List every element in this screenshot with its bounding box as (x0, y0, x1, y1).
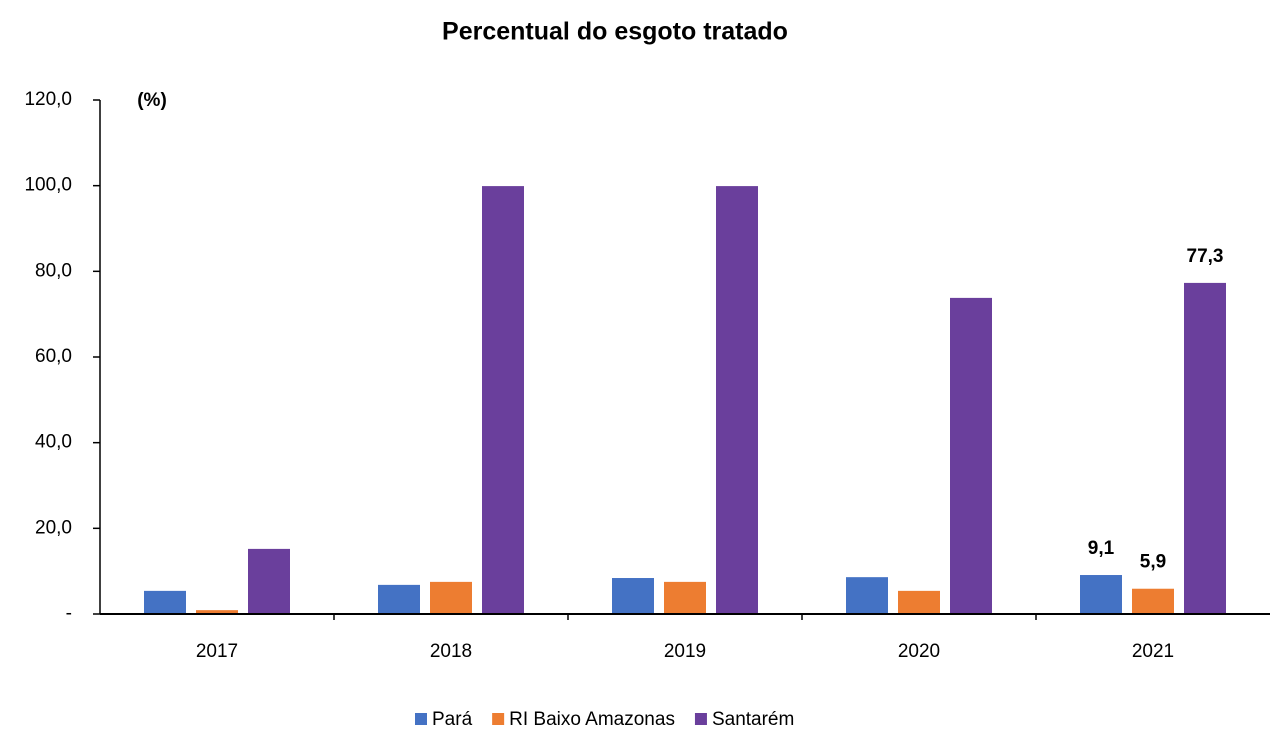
bar (950, 297, 992, 614)
bar (196, 610, 238, 614)
legend-label: RI Baixo Amazonas (509, 709, 675, 730)
data-label: 5,9 (1140, 552, 1166, 573)
chart-title: Percentual do esgoto tratado (442, 18, 788, 46)
bar (144, 590, 186, 614)
bar (248, 548, 290, 614)
x-tick-label: 2017 (196, 641, 238, 662)
legend-label: Pará (432, 709, 473, 730)
data-label: 77,3 (1187, 246, 1224, 267)
bar (482, 186, 524, 614)
legend-swatch (694, 713, 707, 725)
y-tick-label: 60,0 (35, 346, 72, 367)
bar (846, 577, 888, 614)
x-tick-label: 2020 (898, 641, 940, 662)
data-label: 9,1 (1088, 538, 1115, 559)
y-tick-label: 100,0 (24, 175, 72, 196)
bar (898, 590, 940, 614)
legend-swatch (415, 713, 427, 725)
bar (1184, 282, 1226, 614)
bar (378, 584, 420, 614)
bar (1080, 575, 1122, 614)
legend-label: Santarém (712, 709, 794, 730)
y-axis-label: (%) (137, 90, 167, 111)
x-tick-label: 2021 (1132, 641, 1174, 662)
y-tick-label: 40,0 (35, 432, 72, 453)
y-tick-label: 120,0 (24, 89, 72, 110)
bar (664, 581, 706, 614)
legend-swatch (492, 713, 505, 725)
y-tick-label: - (66, 603, 72, 624)
x-tick-label: 2019 (664, 641, 706, 662)
bar (716, 186, 758, 614)
bar (612, 578, 654, 614)
y-tick-label: 80,0 (35, 260, 72, 281)
bar (1132, 588, 1174, 614)
y-tick-label: 20,0 (35, 517, 72, 538)
bar (430, 581, 472, 614)
x-tick-label: 2018 (430, 641, 472, 662)
